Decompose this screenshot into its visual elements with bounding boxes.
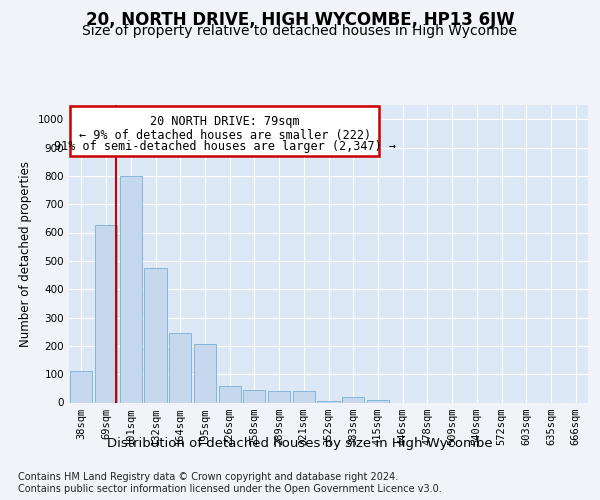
Text: Distribution of detached houses by size in High Wycombe: Distribution of detached houses by size … xyxy=(107,438,493,450)
Text: Contains HM Land Registry data © Crown copyright and database right 2024.: Contains HM Land Registry data © Crown c… xyxy=(18,472,398,482)
Bar xyxy=(218,386,241,402)
Text: 20 NORTH DRIVE: 79sqm: 20 NORTH DRIVE: 79sqm xyxy=(150,115,299,128)
Bar xyxy=(293,391,315,402)
FancyBboxPatch shape xyxy=(70,106,379,156)
Bar xyxy=(119,176,142,402)
Text: Contains public sector information licensed under the Open Government Licence v3: Contains public sector information licen… xyxy=(18,484,442,494)
Bar xyxy=(342,397,364,402)
Y-axis label: Number of detached properties: Number of detached properties xyxy=(19,161,32,347)
Bar xyxy=(317,401,340,402)
Bar xyxy=(243,390,265,402)
Bar xyxy=(268,391,290,402)
Text: ← 9% of detached houses are smaller (222): ← 9% of detached houses are smaller (222… xyxy=(79,128,371,141)
Bar xyxy=(194,344,216,403)
Bar xyxy=(95,226,117,402)
Text: Size of property relative to detached houses in High Wycombe: Size of property relative to detached ho… xyxy=(83,24,517,38)
Bar xyxy=(70,372,92,402)
Text: 20, NORTH DRIVE, HIGH WYCOMBE, HP13 6JW: 20, NORTH DRIVE, HIGH WYCOMBE, HP13 6JW xyxy=(86,11,514,29)
Bar xyxy=(367,400,389,402)
Bar xyxy=(169,333,191,402)
Text: 91% of semi-detached houses are larger (2,347) →: 91% of semi-detached houses are larger (… xyxy=(53,140,396,153)
Bar xyxy=(145,268,167,402)
